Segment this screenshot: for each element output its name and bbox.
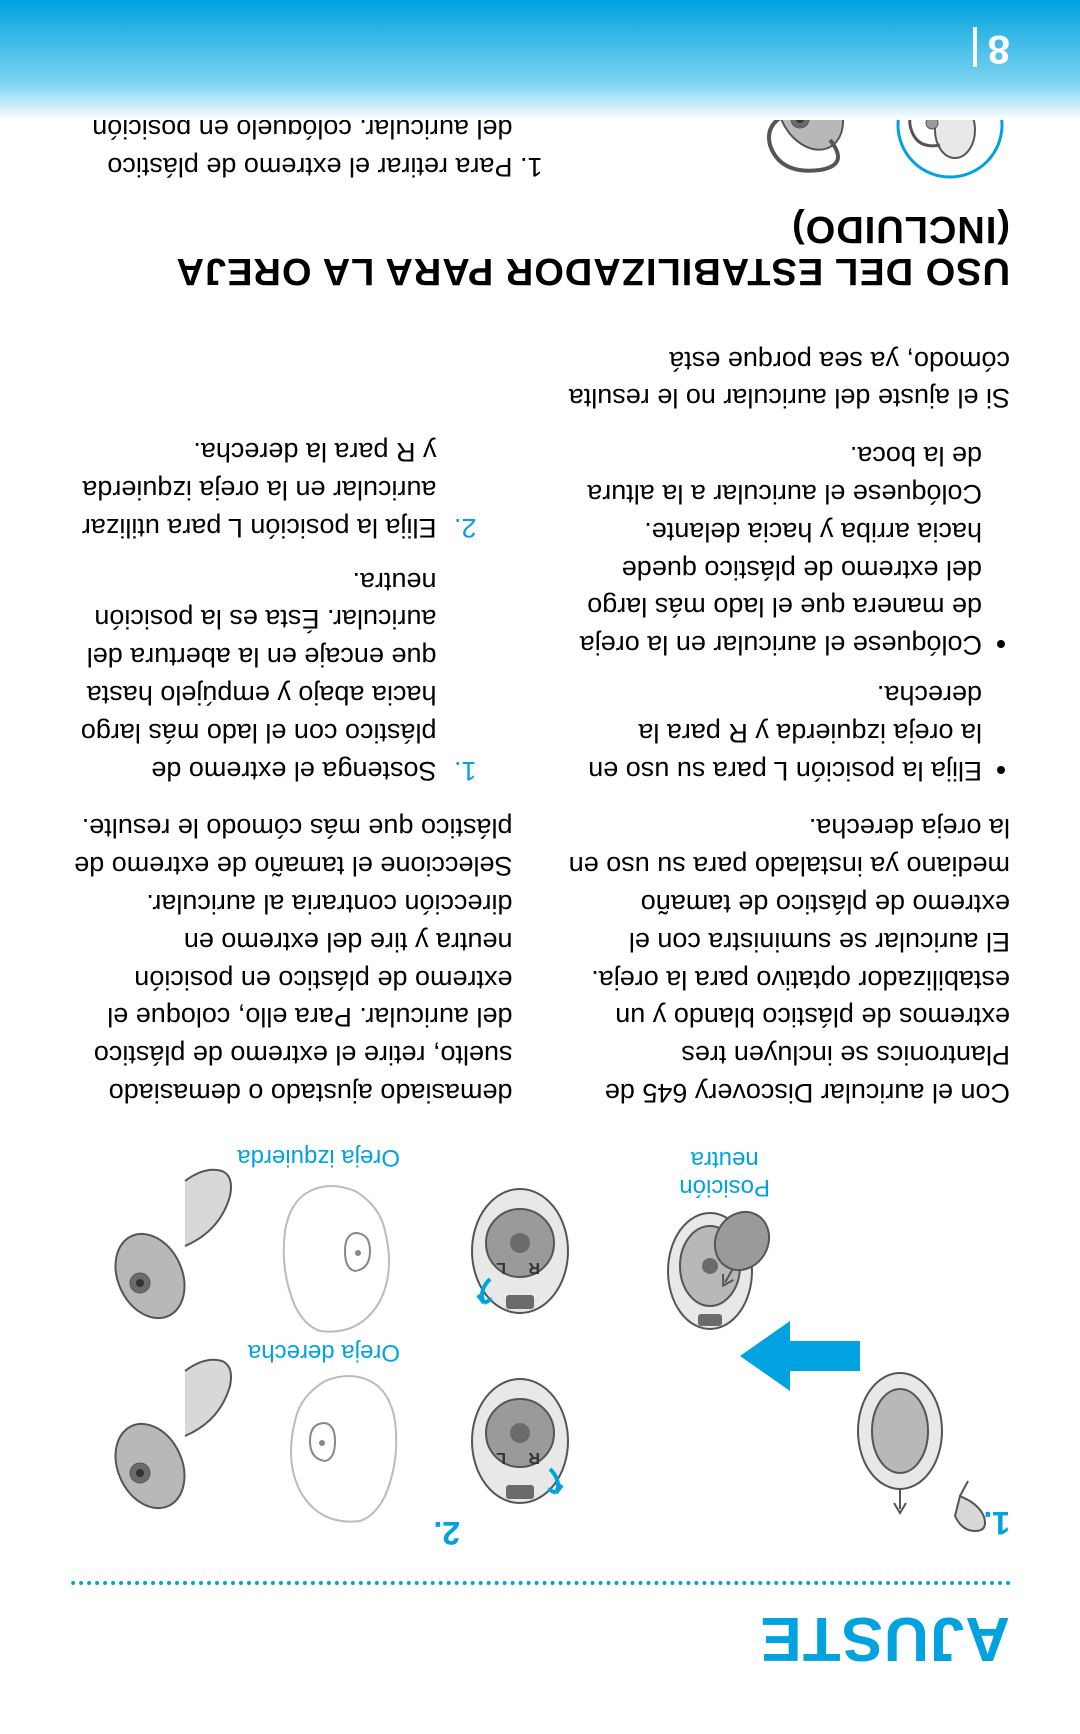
svg-text:R: R [528, 1259, 540, 1276]
diagram-neutral: 1. [630, 1141, 1010, 1541]
text-columns: Con el auricular Discovery 645 de Plantr… [70, 321, 1010, 1111]
step-2-label: 2. [433, 1514, 460, 1551]
numbered-blue-list: Sostenga el extremo de plástico con el l… [70, 432, 513, 788]
arrow-icon [740, 1321, 860, 1391]
column-left: Con el auricular Discovery 645 de Plantr… [568, 321, 1011, 1111]
diagram-row: 1. [70, 1141, 1010, 1541]
r-letter: R [528, 1449, 540, 1466]
section-2-heading: USO DEL ESTABILIZADOR PARA LA OREJA (INC… [70, 207, 1010, 291]
step-item: Elija la posición L para utilizar auricu… [70, 432, 477, 545]
bullet-list: Elija la posición L para su uso en la or… [568, 436, 1011, 788]
continuation-paragraph-2: demasiado ajustado o demasiado suelto, r… [70, 809, 513, 1111]
step-1-label: 1. [983, 1504, 1010, 1541]
intro-paragraph: Con el auricular Discovery 645 de Plantr… [568, 809, 1011, 1111]
column-right: demasiado ajustado o demasiado suelto, r… [70, 321, 513, 1111]
diagram-ears: 2. R L [30, 1141, 590, 1541]
title-underline [70, 1581, 1010, 1585]
svg-text:L: L [496, 1259, 506, 1276]
neutral-caption: Posición neutra [679, 1145, 770, 1201]
page-title: AJUSTE [70, 1603, 1010, 1674]
bullet-item: Colóquese el auricular en la oreja de ma… [568, 436, 983, 663]
page-footer: 8 [0, 0, 1080, 120]
neutral-illustration [630, 1161, 1010, 1541]
left-ear-caption: Oreja izquierda [237, 1143, 400, 1171]
page-number-divider [973, 27, 977, 67]
page-number: 8 [961, 26, 1010, 71]
l-letter: L [496, 1449, 506, 1466]
step-item: Sostenga el extremo de plástico con el l… [70, 562, 477, 789]
right-ear-caption: Oreja derecha [248, 1338, 400, 1366]
continuation-paragraph: Si el ajuste del auricular no le resulta… [568, 341, 1011, 417]
page-root: AJUSTE 1. [0, 0, 1080, 1734]
bullet-item: Elija la posición L para su uso en la or… [568, 675, 983, 788]
